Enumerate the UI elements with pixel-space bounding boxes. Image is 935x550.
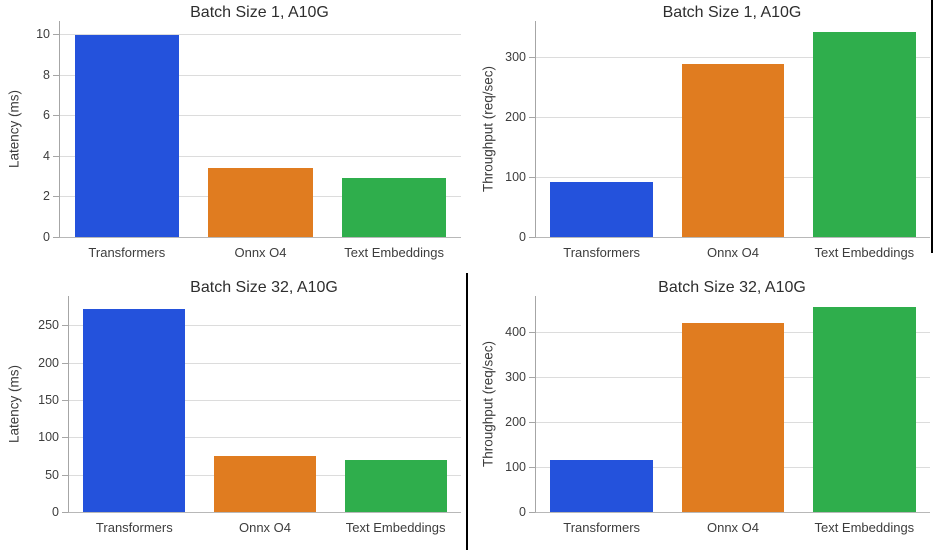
x-category-label: Onnx O4 — [234, 245, 287, 260]
y-tick-label: 0 — [519, 505, 526, 519]
y-tick — [62, 512, 68, 513]
y-axis-label: Latency (ms) — [6, 364, 22, 444]
gridline — [69, 362, 461, 364]
y-tick-label: 2 — [43, 189, 50, 204]
x-category-label: Text Embeddings — [814, 520, 915, 535]
y-tick — [62, 437, 68, 439]
x-category-label: Transformers — [95, 520, 173, 535]
y-tick-label: 100 — [505, 170, 526, 184]
y-tick — [529, 57, 535, 58]
y-tick — [529, 177, 535, 178]
y-tick — [62, 474, 68, 476]
bar-text-embeddings — [813, 307, 916, 512]
bar-onnx-o4 — [681, 63, 785, 237]
y-tick-label: 50 — [45, 467, 59, 482]
y-axis-label: Throughput (req/sec) — [480, 340, 496, 468]
y-tick — [529, 237, 535, 238]
gridline — [60, 74, 461, 76]
y-tick-label: 0 — [52, 505, 59, 519]
gridline — [536, 57, 930, 58]
y-tick — [53, 196, 59, 198]
y-tick — [62, 362, 68, 364]
y-tick — [529, 377, 535, 378]
y-tick — [529, 467, 535, 468]
bar-transformers — [74, 35, 179, 237]
bar-onnx-o4 — [214, 455, 316, 512]
chart-batch32-throughput: Batch Size 32, A10G Throughput (req/sec)… — [467, 275, 935, 550]
x-category-label: Transformers — [563, 520, 641, 535]
plot-area: 0 2 4 6 8 10 Transformers Onnx O4 Text Embedding… — [36, 21, 461, 260]
y-tick — [529, 512, 535, 513]
x-category-label: Onnx O4 — [706, 245, 760, 260]
chart-title: Batch Size 32, A10G — [658, 279, 806, 296]
x-category-label: Onnx O4 — [238, 520, 292, 535]
y-tick-label: 8 — [43, 67, 50, 82]
gridline — [60, 155, 461, 157]
y-tick — [62, 325, 68, 327]
y-tick — [529, 332, 535, 333]
chart-title: Batch Size 32, A10G — [190, 279, 338, 296]
y-tick-label: 200 — [505, 110, 526, 124]
y-tick-label: 4 — [43, 148, 50, 163]
y-axis-label: Latency (ms) — [6, 89, 22, 169]
chart-batch1-throughput: Batch Size 1, A10G Throughput (req/sec) … — [467, 0, 935, 275]
gridline — [60, 115, 461, 117]
x-category-label: Text Embeddings — [345, 520, 446, 535]
y-tick-label: 200 — [38, 355, 59, 370]
bar-text-embeddings — [344, 460, 447, 512]
bar-transformers — [550, 460, 653, 512]
bar-onnx-o4 — [681, 323, 785, 512]
divider-line-top-right — [931, 0, 933, 253]
divider-line-bottom-middle — [466, 273, 468, 550]
y-tick-label: 10 — [36, 27, 50, 42]
bar-text-embeddings — [813, 31, 916, 237]
y-tick — [529, 422, 535, 423]
x-category-label: Onnx O4 — [706, 520, 760, 535]
chart-batch1-latency: Batch Size 1, A10G Latency (ms) 0 2 4 6 8 10 T… — [0, 0, 467, 275]
y-tick-label: 100 — [38, 430, 59, 445]
chart-batch32-latency: Batch Size 32, A10G Latency (ms) 0 50 100 1… — [0, 275, 467, 550]
gridline — [69, 399, 461, 401]
plot-area: 0 100 200 300 400 Transformers Onnx O4 Text Emb… — [505, 296, 930, 535]
plot-area: 0 100 200 300 Transformers Onnx O4 Text Embedd… — [505, 21, 930, 260]
x-category-label: Text Embeddings — [344, 245, 445, 260]
bar-onnx-o4 — [208, 168, 313, 237]
x-category-label: Text Embeddings — [814, 245, 915, 260]
gridline — [69, 437, 461, 439]
bar-transformers — [83, 308, 186, 512]
y-tick-label: 300 — [505, 370, 526, 384]
x-category-label: Transformers — [88, 245, 166, 260]
bar-transformers — [550, 181, 653, 237]
y-tick-label: 250 — [38, 318, 59, 333]
y-tick — [53, 155, 59, 157]
y-tick — [62, 399, 68, 401]
bar-text-embeddings — [342, 178, 447, 237]
y-tick-label: 400 — [505, 325, 526, 339]
gridline — [69, 325, 461, 327]
y-axis-label: Throughput (req/sec) — [480, 65, 496, 193]
y-tick-label: 200 — [505, 415, 526, 429]
y-tick-label: 0 — [519, 230, 526, 244]
y-tick-label: 300 — [505, 50, 526, 64]
gridline — [60, 34, 461, 36]
y-tick — [53, 74, 59, 76]
y-tick-label: 150 — [38, 392, 59, 407]
y-tick-label: 100 — [505, 460, 526, 474]
x-category-label: Transformers — [563, 245, 641, 260]
y-tick — [53, 34, 59, 36]
plot-area: 0 50 100 150 200 250 Transformers Onnx O4 Text E… — [38, 296, 461, 535]
y-tick — [53, 237, 59, 238]
y-tick — [529, 117, 535, 118]
y-tick-label: 6 — [43, 108, 50, 123]
y-tick-label: 0 — [43, 230, 50, 244]
y-tick — [53, 115, 59, 117]
chart-title: Batch Size 1, A10G — [662, 4, 802, 21]
chart-title: Batch Size 1, A10G — [190, 4, 329, 21]
